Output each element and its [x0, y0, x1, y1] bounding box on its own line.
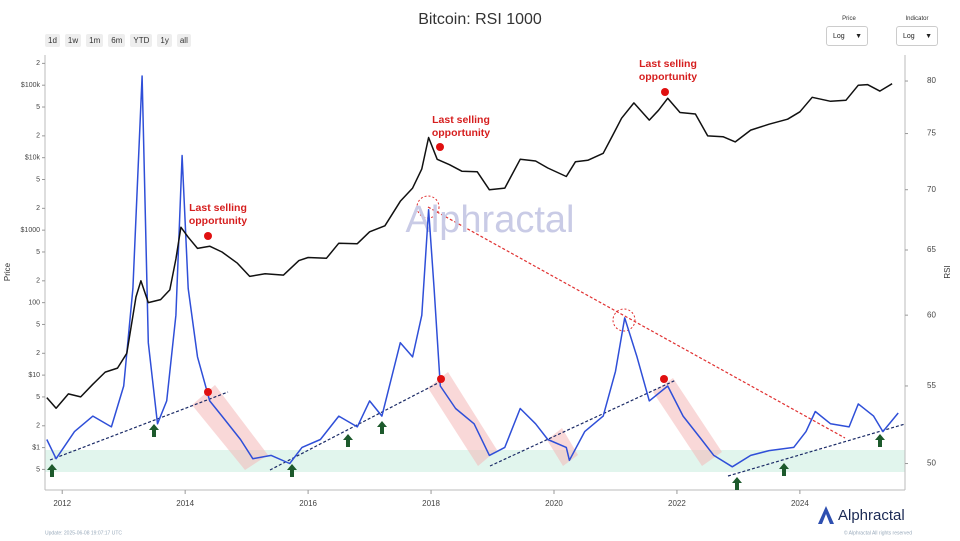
- y-tick-label: 5: [36, 249, 40, 256]
- annotation: Last selling opportunity: [431, 114, 491, 139]
- y-tick-label: 5: [36, 321, 40, 328]
- y-tick-label: $1: [32, 444, 40, 451]
- y2-axis-label: RSI: [943, 265, 952, 278]
- y2-tick-label: 55: [927, 381, 936, 390]
- logo-icon: [818, 506, 834, 524]
- dropdown-arrow: ▼: [855, 33, 862, 40]
- logo-text: Alphractal: [838, 507, 905, 524]
- y2-tick-label: 75: [927, 129, 936, 138]
- peak-circle: [612, 308, 636, 332]
- y-tick-label: 5: [36, 104, 40, 111]
- footer-update: Update: 2025-06-08 19:07:17 UTC: [45, 530, 122, 536]
- y-axis-label: Price: [3, 262, 12, 281]
- sell-dot: [436, 143, 444, 151]
- decline-zone: [547, 428, 578, 466]
- y-tick-label: 2: [36, 60, 40, 67]
- y2-tick-label: 80: [927, 76, 936, 85]
- y2-tick-label: 50: [927, 459, 936, 468]
- range-button[interactable]: 6m: [108, 34, 126, 47]
- control-dropdown[interactable]: Log ▼: [826, 26, 868, 46]
- y2-tick-label: 65: [927, 245, 936, 254]
- buy-arrow: [732, 477, 742, 490]
- sell-dot: [437, 375, 445, 383]
- x-tick-label: 2022: [668, 499, 686, 508]
- sell-dot: [204, 388, 212, 396]
- y-tick-label: 2: [36, 133, 40, 140]
- y-tick-label: 2: [36, 350, 40, 357]
- range-button[interactable]: 1m: [86, 34, 104, 47]
- y-tick-label: $100k: [21, 82, 41, 89]
- y-tick-label: $10: [28, 372, 40, 379]
- watermark: Alphractal: [406, 199, 575, 241]
- range-button[interactable]: 1y: [157, 34, 172, 47]
- y-tick-label: 5: [36, 466, 40, 473]
- sell-dot: [661, 88, 669, 96]
- buy-arrow: [47, 464, 57, 477]
- range-button[interactable]: 1d: [45, 34, 60, 47]
- sell-dot: [204, 232, 212, 240]
- annotation: Last selling opportunity: [638, 58, 698, 83]
- buy-arrow: [377, 421, 387, 434]
- sell-dot: [660, 375, 668, 383]
- peak-trend-line: [427, 206, 846, 439]
- x-tick-label: 2020: [545, 499, 563, 508]
- dropdown-arrow: ▼: [925, 33, 932, 40]
- y-tick-label: $10k: [25, 155, 41, 162]
- x-tick-label: 2018: [422, 499, 440, 508]
- range-button[interactable]: YTD: [130, 34, 153, 47]
- y2-tick-label: 60: [927, 310, 936, 319]
- chart-title: Bitcoin: RSI 1000: [418, 11, 542, 28]
- decline-zone: [428, 372, 497, 466]
- series-line: [46, 83, 893, 409]
- y-tick-label: 2: [36, 278, 40, 285]
- range-button[interactable]: 1w: [64, 34, 82, 47]
- buy-arrow: [149, 424, 159, 437]
- buy-arrows: [47, 421, 885, 490]
- y-tick-label: $1000: [21, 227, 41, 234]
- buy-arrow: [287, 464, 297, 477]
- x-tick-label: 2024: [791, 499, 809, 508]
- trend-line: [489, 379, 677, 467]
- logo: Alphractal: [818, 506, 905, 524]
- y-tick-label: 100: [28, 299, 40, 306]
- y-tick-label: 5: [36, 394, 40, 401]
- footer-copyright: © Alphractal All rights reserved: [844, 529, 912, 536]
- control-label: Price: [842, 16, 856, 22]
- control-dropdown[interactable]: Log ▼: [896, 26, 938, 46]
- x-tick-label: 2016: [299, 499, 317, 508]
- series-line: [46, 75, 899, 468]
- y-tick-label: 5: [36, 176, 40, 183]
- range-button[interactable]: all: [176, 34, 191, 47]
- buy-arrow: [343, 434, 353, 447]
- y-tick-label: 2: [36, 205, 40, 212]
- y-tick-label: 2: [36, 423, 40, 430]
- annotation: Last selling opportunity: [188, 202, 248, 227]
- x-tick-label: 2014: [176, 499, 194, 508]
- sell-dots: [204, 88, 669, 396]
- x-tick-label: 2012: [53, 499, 71, 508]
- control-label: Indicator: [905, 16, 929, 22]
- buy-arrow: [875, 434, 885, 447]
- decline-zone: [192, 385, 268, 470]
- y2-tick-label: 70: [927, 185, 936, 194]
- trend-line: [727, 423, 906, 477]
- buy-arrow: [779, 463, 789, 476]
- trend-line: [49, 391, 229, 461]
